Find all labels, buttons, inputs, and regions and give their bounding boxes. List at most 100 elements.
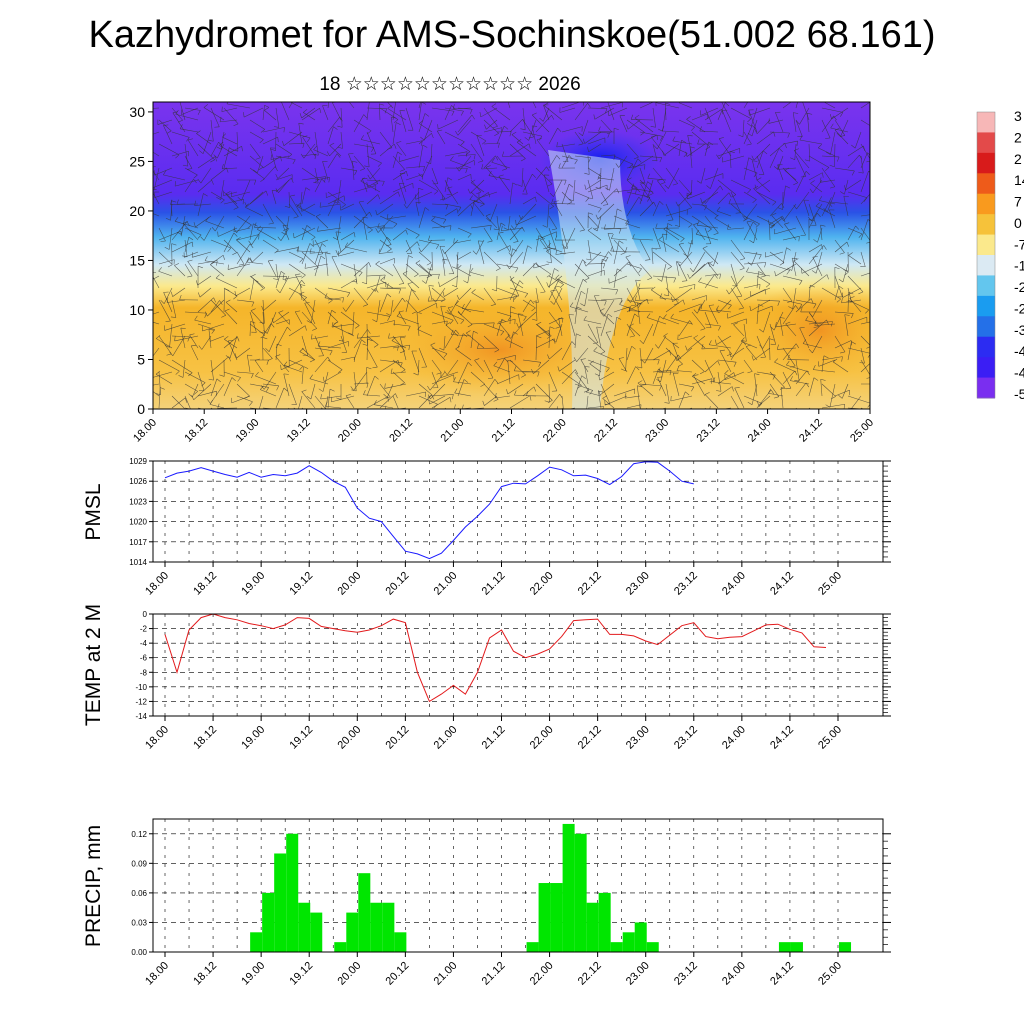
wind-barb xyxy=(376,299,381,322)
wind-barb xyxy=(169,323,173,348)
wind-barb-flag xyxy=(306,225,311,229)
wind-barb xyxy=(335,231,342,253)
wind-barb-flag xyxy=(216,146,222,150)
wind-barb-flag xyxy=(595,214,599,220)
wind-barb-flag xyxy=(386,283,389,289)
wind-barb-flag xyxy=(676,365,680,371)
wind-barb-flag xyxy=(836,156,840,162)
wind-barb xyxy=(535,231,557,241)
wind-barb xyxy=(850,395,862,409)
wind-barb-flag xyxy=(659,385,662,391)
wind-barb xyxy=(153,391,160,397)
wind-barb xyxy=(750,299,771,312)
wind-barb xyxy=(860,347,865,364)
wind-barb-flag xyxy=(222,255,225,261)
wind-barb xyxy=(379,143,395,157)
wind-barb-flag xyxy=(270,154,272,160)
wind-barb xyxy=(314,178,322,193)
x-tick-label: 25.00 xyxy=(816,960,844,988)
wind-barb-flag xyxy=(620,252,626,255)
wind-barb-flag xyxy=(706,185,711,189)
wind-barb-flag xyxy=(186,137,190,142)
wind-barb-flag xyxy=(264,107,269,111)
wind-barb xyxy=(153,107,160,109)
wind-barb xyxy=(665,143,688,154)
wind-barb-flag xyxy=(754,129,758,134)
wind-barb-flag xyxy=(513,241,519,243)
wind-barb-flag xyxy=(394,143,397,149)
wind-barb-flag xyxy=(600,351,606,355)
wind-barb-flag xyxy=(463,379,469,383)
wind-barb xyxy=(600,383,611,405)
wind-barb xyxy=(405,174,423,181)
wind-barb-flag xyxy=(643,194,648,198)
wind-barb-flag xyxy=(301,389,307,392)
wind-barb xyxy=(769,383,780,397)
wind-barb xyxy=(327,287,350,293)
wind-barb-flag xyxy=(266,359,269,365)
wind-barb-flag xyxy=(551,198,554,204)
wind-barb xyxy=(665,203,674,221)
wind-barb-flag xyxy=(657,278,662,282)
wind-barb-flag xyxy=(584,277,590,281)
colorbar-label: -5 xyxy=(1014,386,1024,402)
wind-barb xyxy=(289,195,303,217)
wind-barb xyxy=(166,299,186,303)
wind-barb xyxy=(658,335,667,349)
wind-barb xyxy=(429,395,446,405)
wind-barb-flag xyxy=(597,173,601,179)
wind-barb xyxy=(405,140,423,145)
wind-barb xyxy=(296,250,316,253)
wind-barb xyxy=(844,179,849,195)
wind-barb xyxy=(548,227,557,249)
wind-barb xyxy=(340,323,345,342)
wind-barb xyxy=(507,360,511,385)
wind-barb xyxy=(625,256,641,277)
wind-barb xyxy=(392,344,410,349)
wind-barb xyxy=(791,258,797,277)
wind-barb xyxy=(331,395,355,403)
y-tick-label: -8 xyxy=(140,668,148,677)
wind-barb-flag xyxy=(329,388,335,392)
wind-barb xyxy=(340,263,363,273)
wind-barb-flag xyxy=(335,250,339,255)
wind-barb xyxy=(626,143,639,158)
wind-barb-flag xyxy=(208,378,214,381)
wind-barb-flag xyxy=(306,320,312,324)
wind-barb xyxy=(457,227,472,235)
wind-barb-flag xyxy=(680,238,685,243)
wind-barb-flag xyxy=(390,368,393,374)
wind-barb-flag xyxy=(434,190,439,195)
wind-barb-flag xyxy=(615,289,619,295)
x-tick-label: 22.00 xyxy=(528,570,556,598)
wind-barb xyxy=(754,373,758,397)
wind-barb xyxy=(784,170,797,181)
wind-barb xyxy=(184,311,207,314)
wind-barb-flag xyxy=(216,260,218,266)
wind-barb-flag xyxy=(299,113,302,119)
wind-barb-flag xyxy=(302,297,307,302)
wind-barb-flag xyxy=(673,277,677,283)
wind-barb-flag xyxy=(485,213,491,217)
wind-barb-flag xyxy=(463,333,468,337)
wind-barb-flag xyxy=(368,262,371,268)
wind-barb-flag xyxy=(848,252,853,256)
wind-barb xyxy=(665,227,685,239)
wind-barb xyxy=(521,167,524,187)
wind-barb xyxy=(521,203,537,220)
wind-barb-flag xyxy=(373,344,379,348)
wind-barb xyxy=(531,114,550,133)
wind-barb-flag xyxy=(795,305,799,310)
wind-barb xyxy=(509,118,523,133)
wind-barb xyxy=(630,287,641,303)
wind-barb xyxy=(171,359,193,373)
x-tick-label: 19.12 xyxy=(287,724,315,752)
wind-barb-flag xyxy=(225,355,231,359)
wind-barb-flag xyxy=(764,262,767,268)
wind-barb-flag xyxy=(718,325,721,331)
wind-barb-flag xyxy=(482,400,485,406)
wind-barb xyxy=(469,199,485,205)
wind-barb-flag xyxy=(719,185,724,191)
wind-barb xyxy=(808,244,822,253)
wind-barb-flag xyxy=(440,299,446,303)
